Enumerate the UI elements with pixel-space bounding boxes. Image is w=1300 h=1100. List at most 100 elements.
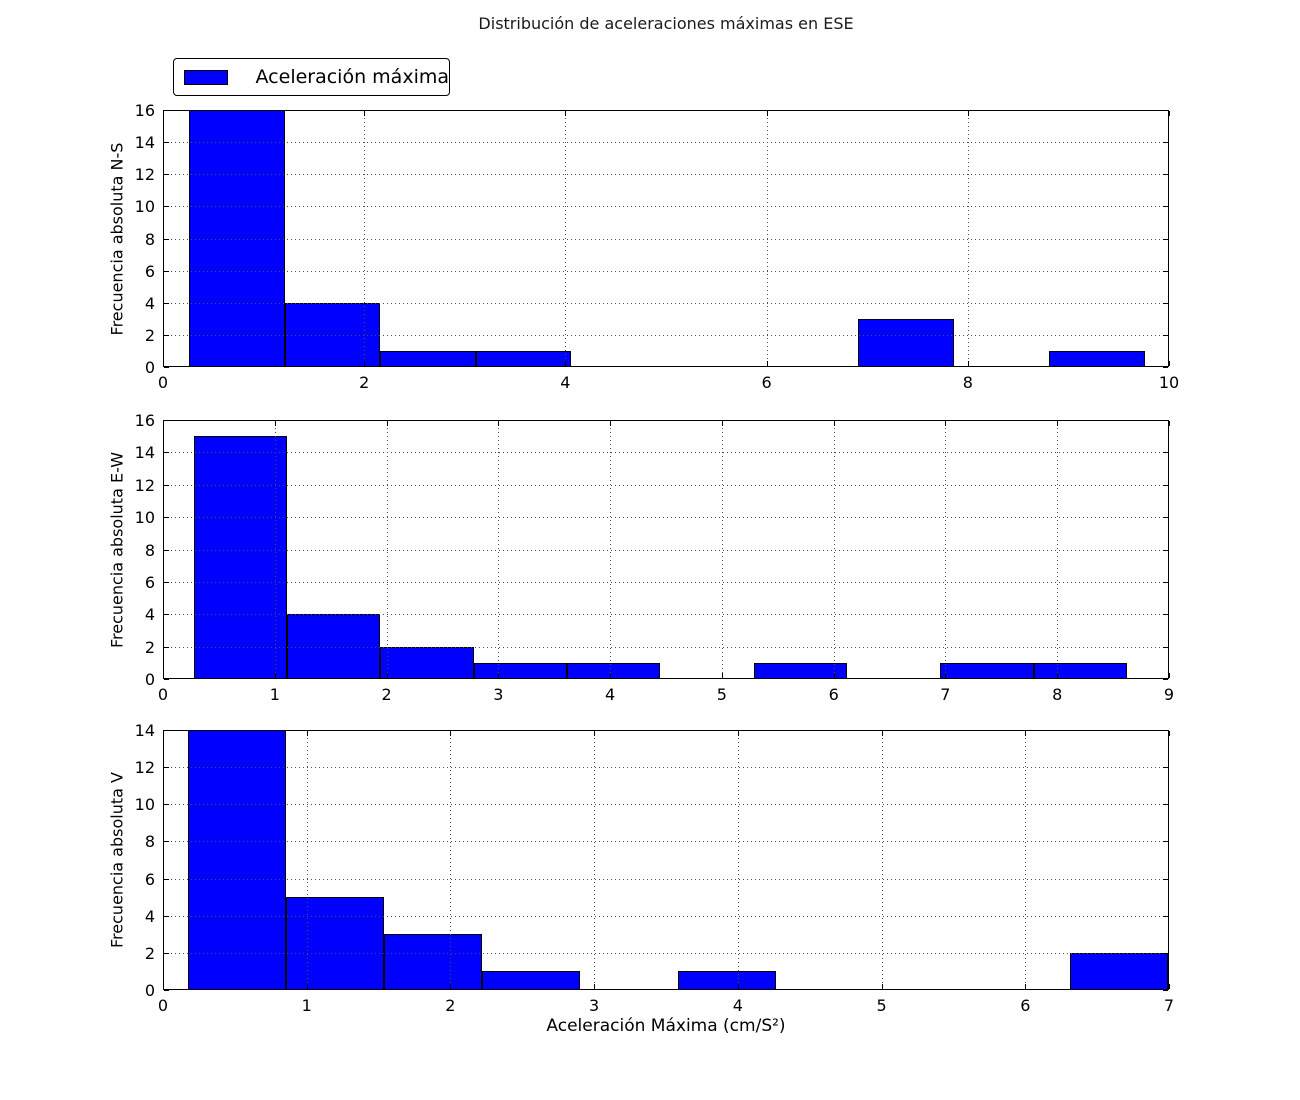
y-tick-mark xyxy=(164,452,169,454)
legend-color-swatch xyxy=(184,69,228,85)
x-tick-mark xyxy=(386,673,388,678)
y-tick-mark xyxy=(1163,367,1168,368)
x-gridline xyxy=(450,730,452,990)
legend-label: Aceleración máxima xyxy=(255,66,449,88)
histogram-bar xyxy=(380,646,474,679)
y-tick-label: 4 xyxy=(144,906,155,926)
y-tick-label: 4 xyxy=(144,293,155,313)
x-tick-label: 6 xyxy=(828,685,839,704)
x-tick-mark xyxy=(1169,984,1170,989)
y-tick-label: 14 xyxy=(134,721,155,740)
x-gridline xyxy=(833,420,835,679)
y-tick-mark xyxy=(164,990,169,991)
y-tick-mark xyxy=(1163,110,1168,111)
x-gridline xyxy=(386,420,388,679)
histogram-bar xyxy=(193,436,287,679)
histogram-bar xyxy=(473,662,567,679)
x-tick-mark xyxy=(1169,111,1170,116)
histogram-bar xyxy=(1033,662,1127,679)
y-tick-mark xyxy=(164,484,169,486)
y-tick-mark xyxy=(1163,484,1168,486)
x-gridline xyxy=(594,730,596,990)
y-tick-label: 6 xyxy=(144,572,155,592)
y-tick-mark xyxy=(1163,915,1168,917)
x-gridline xyxy=(766,110,768,367)
y-tick-mark xyxy=(1163,646,1168,648)
histogram-bar xyxy=(1070,952,1169,990)
y-gridline xyxy=(163,952,1169,954)
x-tick-mark xyxy=(163,731,164,736)
x-tick-label: 9 xyxy=(1163,685,1175,704)
x-gridline xyxy=(967,110,969,367)
x-tick-mark xyxy=(274,673,276,678)
x-tick-mark xyxy=(163,673,164,678)
histogram-bar xyxy=(286,897,385,990)
x-tick-label: 3 xyxy=(589,996,600,1015)
x-tick-mark xyxy=(306,984,308,989)
y-tick-label: 12 xyxy=(134,475,155,495)
x-tick-mark xyxy=(450,984,452,989)
x-tick-label: 3 xyxy=(493,685,504,704)
legend-box: Aceleración máxima xyxy=(173,58,450,96)
y-tick-mark xyxy=(164,549,169,551)
subplot-1: 0 1 2 3 4 5 6 7 8 9 0 2 4 6 8 10 12 14 16 Frecuencia absolu… xyxy=(108,411,1175,704)
y-tick-mark xyxy=(164,142,169,144)
x-tick-label: 1 xyxy=(301,996,312,1015)
x-tick-mark xyxy=(766,361,768,366)
x-tick-mark xyxy=(721,673,723,678)
y-tick-label: 16 xyxy=(134,411,155,430)
x-tick-mark xyxy=(1025,731,1027,736)
y-tick-mark xyxy=(164,804,169,806)
x-tick-label: 4 xyxy=(605,685,616,704)
y-tick-label: 16 xyxy=(134,101,155,120)
y-gridline xyxy=(163,334,1169,336)
y-tick-label: 6 xyxy=(144,261,155,281)
y-tick-mark xyxy=(164,420,169,421)
x-tick-mark xyxy=(306,731,308,736)
y-gridline xyxy=(163,238,1169,240)
x-tick-mark xyxy=(386,421,388,426)
x-tick-mark xyxy=(881,731,883,736)
x-tick-mark xyxy=(1169,421,1170,426)
y-axis-title: Frecuencia absoluta E-W xyxy=(107,451,127,648)
x-tick-mark xyxy=(881,984,883,989)
y-tick-label: 10 xyxy=(134,508,155,528)
x-tick-mark xyxy=(833,421,835,426)
x-gridline xyxy=(1025,730,1027,990)
x-tick-label: 2 xyxy=(445,996,456,1015)
x-tick-mark xyxy=(498,421,500,426)
x-tick-mark xyxy=(737,731,739,736)
y-tick-mark xyxy=(1163,270,1168,272)
y-tick-label: 14 xyxy=(134,443,155,463)
y-tick-label: 2 xyxy=(144,325,155,345)
y-tick-mark xyxy=(1163,238,1168,240)
y-gridline xyxy=(163,614,1169,616)
x-tick-label: 10 xyxy=(1158,373,1180,392)
y-tick-label: 14 xyxy=(134,133,155,153)
y-tick-label: 2 xyxy=(144,943,155,963)
subplot-2: 0 1 2 3 4 5 6 7 0 2 4 6 8 10 12 14 Frecuencia absoluta V xyxy=(108,721,1175,1015)
y-tick-mark xyxy=(1163,206,1168,208)
x-tick-label: 5 xyxy=(716,685,727,704)
x-gridline xyxy=(274,420,276,679)
x-tick-label: 5 xyxy=(876,996,887,1015)
y-tick-mark xyxy=(164,915,169,917)
y-tick-mark xyxy=(1163,804,1168,806)
y-gridline xyxy=(163,174,1169,176)
y-tick-mark xyxy=(164,302,169,304)
histogram-bar xyxy=(567,662,661,679)
x-tick-mark xyxy=(274,421,276,426)
x-tick-label: 4 xyxy=(732,996,743,1015)
y-gridline xyxy=(163,517,1169,519)
x-tick-mark xyxy=(1057,673,1059,678)
y-tick-mark xyxy=(1163,767,1168,769)
y-tick-label: 12 xyxy=(134,165,155,185)
y-tick-mark xyxy=(164,206,169,208)
y-gridline xyxy=(163,452,1169,454)
y-tick-mark xyxy=(1163,841,1168,843)
y-tick-label: 8 xyxy=(144,540,155,560)
x-tick-mark xyxy=(163,984,164,989)
x-tick-mark xyxy=(945,421,947,426)
x-tick-label: 7 xyxy=(940,685,951,704)
y-tick-mark xyxy=(164,238,169,240)
